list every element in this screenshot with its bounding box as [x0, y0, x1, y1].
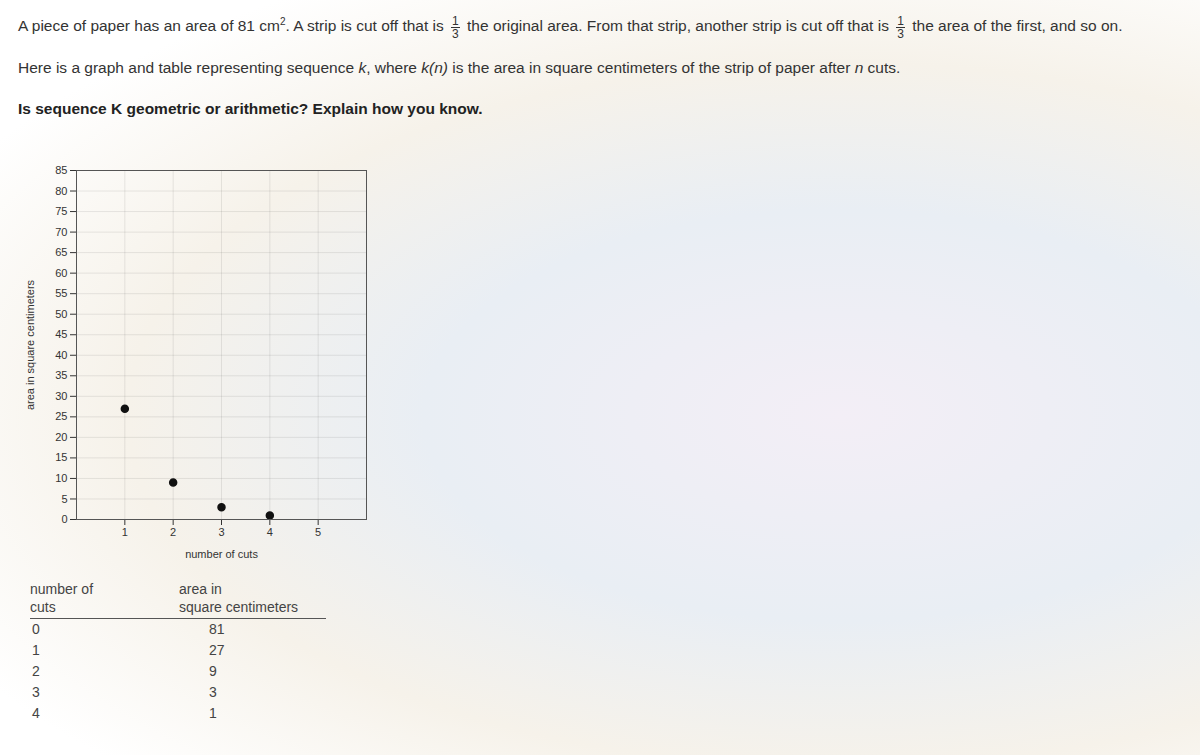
svg-text:70: 70 — [55, 226, 67, 238]
svg-text:50: 50 — [55, 308, 67, 320]
svg-text:2: 2 — [170, 526, 176, 538]
svg-text:1: 1 — [122, 526, 128, 538]
svg-text:10: 10 — [55, 472, 67, 484]
svg-text:15: 15 — [55, 451, 67, 463]
html-text:area in: area in — [179, 581, 222, 597]
svg-text:55: 55 — [55, 287, 67, 299]
svg-text:40: 40 — [55, 349, 67, 361]
html-text:1: 1 — [209, 705, 217, 721]
html-text:27: 27 — [209, 642, 225, 658]
html-text:square centimeters: square centimeters — [179, 599, 299, 615]
svg-text:60: 60 — [55, 267, 67, 279]
svg-text:area in square centimeters: area in square centimeters — [24, 279, 36, 410]
svg-text:4: 4 — [267, 526, 273, 538]
svg-text:20: 20 — [55, 431, 67, 443]
html-text:A piece of paper has an area o: A piece of paper has an area of 81 cm2. … — [18, 13, 459, 35]
svg-text:25: 25 — [55, 410, 67, 422]
html-text:3 the area of the first, and s: 3 the area of the first, and so on. — [897, 17, 1123, 41]
svg-text:45: 45 — [55, 328, 67, 340]
svg-text:30: 30 — [55, 390, 67, 402]
html-text:81: 81 — [209, 621, 225, 637]
svg-text:80: 80 — [55, 185, 67, 197]
html-text:2: 2 — [32, 663, 40, 679]
html-text:number of: number of — [30, 581, 93, 597]
svg-text:0: 0 — [61, 513, 67, 525]
html-text:0: 0 — [32, 621, 40, 637]
svg-text:75: 75 — [55, 205, 67, 217]
html-text:4: 4 — [32, 705, 40, 721]
html-text:1: 1 — [32, 642, 40, 658]
svg-text:35: 35 — [55, 369, 67, 381]
html-text:3: 3 — [209, 684, 217, 700]
svg-text:65: 65 — [55, 246, 67, 258]
svg-text:number of cuts: number of cuts — [185, 548, 258, 560]
html-text:3: 3 — [32, 684, 40, 700]
html-text:cuts: cuts — [30, 599, 56, 615]
svg-text:5: 5 — [315, 526, 321, 538]
svg-text:5: 5 — [61, 492, 67, 504]
html-text:3 the original area. From that: 3 the original area. From that strip, an… — [452, 13, 904, 41]
html-text:Is sequence K geometric or ari: Is sequence K geometric or arithmetic? E… — [18, 99, 483, 117]
html-text:Here is a graph and table repr: Here is a graph and table representing s… — [18, 58, 901, 76]
html-text:9: 9 — [209, 663, 217, 679]
svg-text:3: 3 — [218, 526, 224, 538]
svg-text:85: 85 — [55, 164, 67, 176]
